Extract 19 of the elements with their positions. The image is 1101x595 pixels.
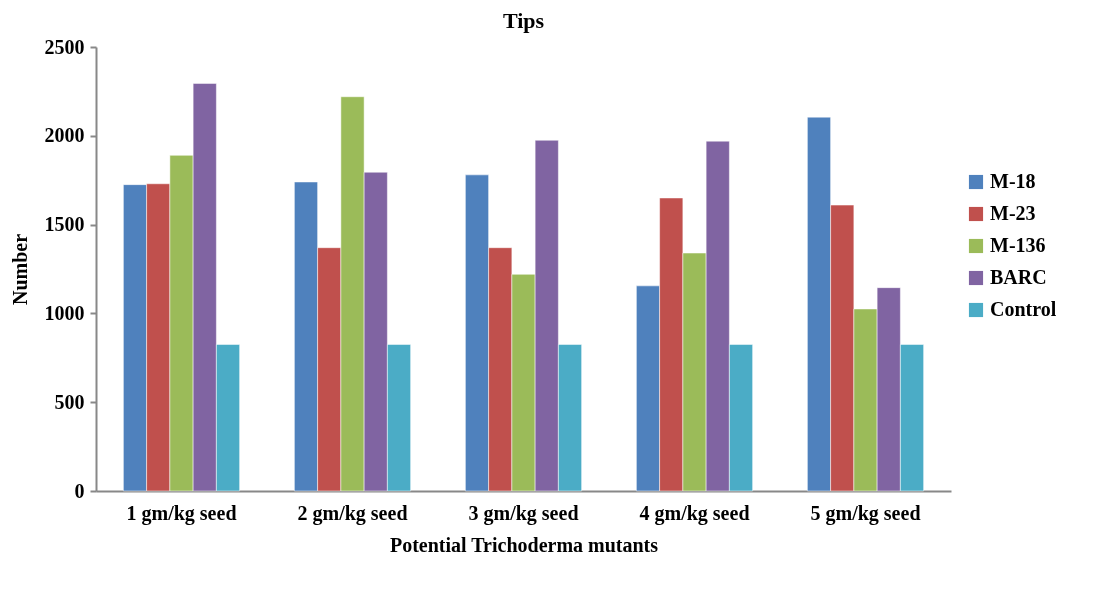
legend-label: BARC [990,266,1047,288]
y-tick-label: 0 [74,479,85,502]
x-tick-label: 5 gm/kg seed [810,501,921,525]
y-axis-title: Number [8,233,31,306]
y-tick-label: 2000 [44,124,85,147]
chart-title: Tips [502,8,545,33]
y-tick-label: 2500 [44,35,85,58]
legend-label: M-18 [990,170,1036,192]
y-tick-label: 1000 [44,301,85,324]
x-axis-title: Potential Trichoderma mutants [389,533,659,556]
legend-label: M-136 [990,234,1046,256]
x-tick-label: 3 gm/kg seed [468,501,579,525]
legend-label: M-23 [990,202,1036,224]
x-tick-label: 1 gm/kg seed [126,501,237,525]
y-tick-label: 500 [54,390,85,413]
x-tick-label: 2 gm/kg seed [297,501,408,525]
x-tick-label: 4 gm/kg seed [639,501,750,525]
y-tick-label: 1500 [44,213,85,236]
legend-label: Control [990,298,1057,320]
